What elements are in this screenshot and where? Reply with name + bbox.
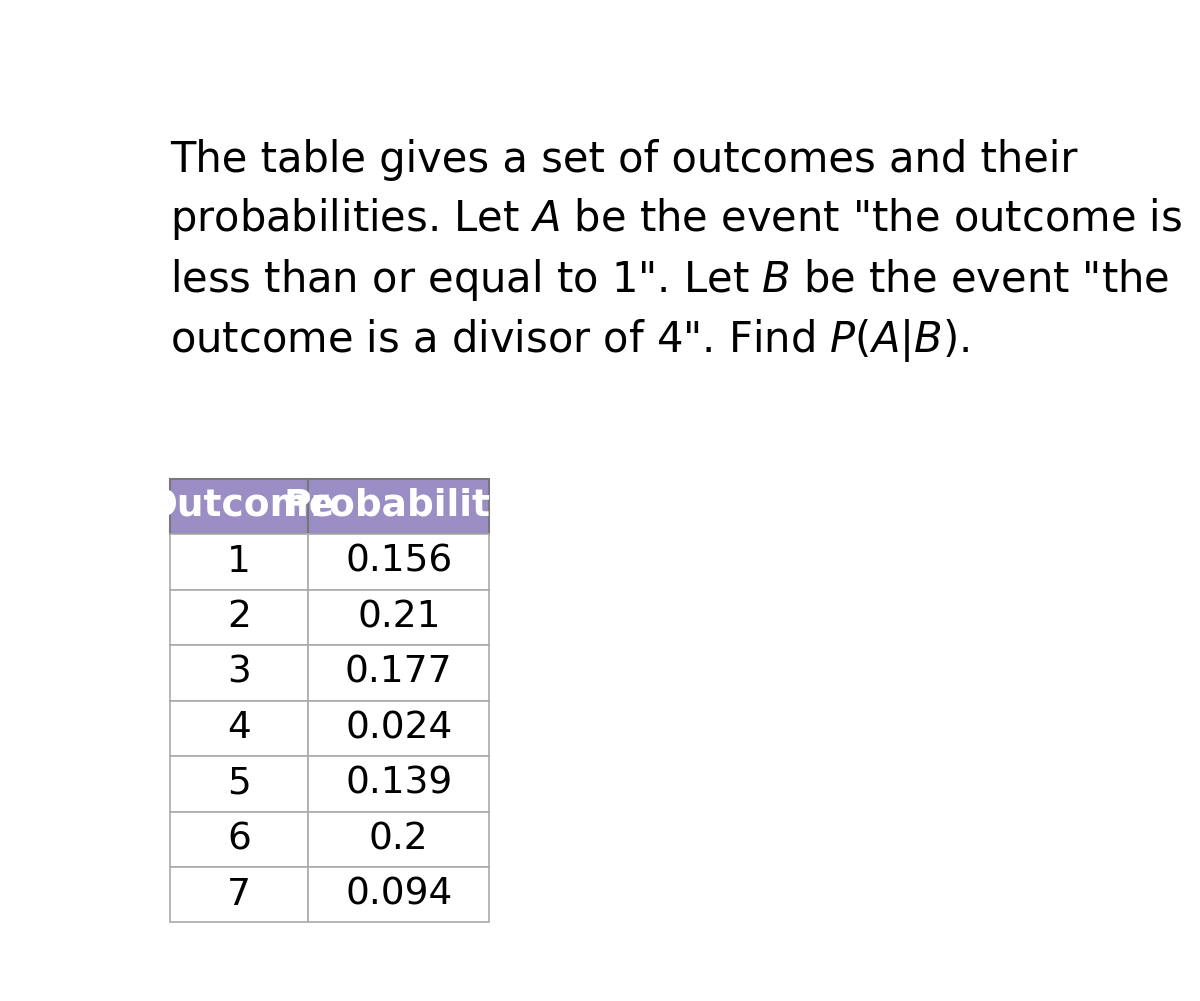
FancyBboxPatch shape [308,534,490,590]
Text: 5: 5 [228,766,251,802]
Text: 0.2: 0.2 [368,821,428,857]
FancyBboxPatch shape [170,645,308,701]
FancyBboxPatch shape [308,478,490,534]
Text: 3: 3 [228,655,251,691]
FancyBboxPatch shape [170,756,308,812]
FancyBboxPatch shape [308,867,490,923]
FancyBboxPatch shape [170,701,308,756]
Text: 0.094: 0.094 [346,877,452,913]
Text: 0.139: 0.139 [346,766,452,802]
FancyBboxPatch shape [170,812,308,867]
Text: 0.21: 0.21 [358,600,440,636]
Text: 0.177: 0.177 [344,655,452,691]
FancyBboxPatch shape [308,590,490,645]
FancyBboxPatch shape [308,812,490,867]
Text: The table gives a set of outcomes and their
probabilities. Let $A$ be the event : The table gives a set of outcomes and th… [170,139,1183,364]
Text: Probability: Probability [283,488,515,525]
Text: 0.156: 0.156 [346,544,452,580]
Text: 0.024: 0.024 [346,711,452,747]
FancyBboxPatch shape [308,645,490,701]
FancyBboxPatch shape [308,701,490,756]
Text: 4: 4 [228,711,251,747]
FancyBboxPatch shape [170,867,308,923]
Text: 7: 7 [227,877,251,913]
FancyBboxPatch shape [170,590,308,645]
Text: Outcome: Outcome [145,488,334,525]
Text: 2: 2 [227,600,251,636]
FancyBboxPatch shape [170,534,308,590]
Text: 1: 1 [227,544,251,580]
Text: 6: 6 [227,821,251,857]
FancyBboxPatch shape [170,478,308,534]
FancyBboxPatch shape [308,756,490,812]
